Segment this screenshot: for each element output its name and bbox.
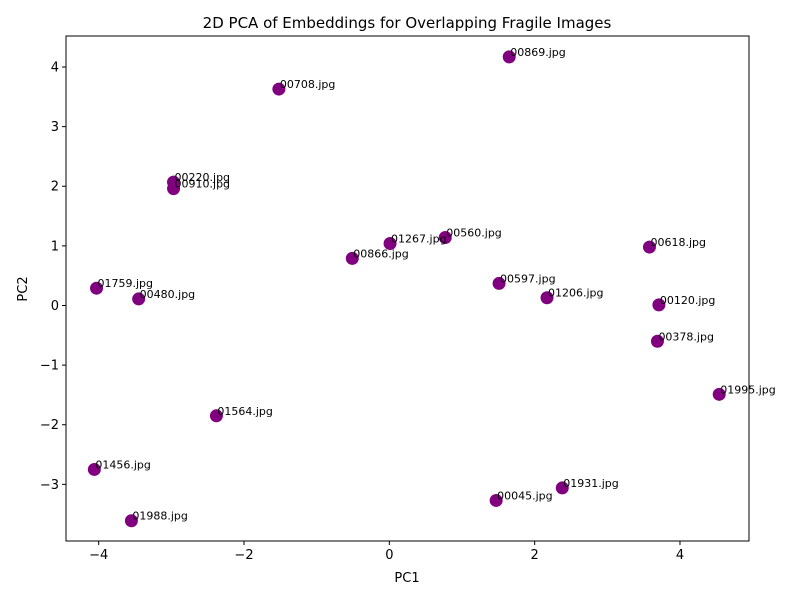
point-label: 00378.jpg: [658, 330, 714, 343]
data-point: [438, 231, 452, 245]
data-point: [652, 298, 666, 312]
data-point: [345, 251, 359, 265]
y-tick-label: 3: [51, 120, 59, 135]
point-label: 01995.jpg: [720, 383, 776, 396]
y-axis-label: PC2: [16, 276, 31, 301]
x-axis-ticks: −4 −2 0 2 4: [89, 541, 684, 563]
y-axis-ticks: −3 −2 −1 0 1 2 3 4: [40, 61, 66, 493]
data-point: [492, 276, 506, 290]
y-tick-label: −2: [40, 418, 59, 433]
chart-title: 2D PCA of Embeddings for Overlapping Fra…: [203, 14, 612, 32]
point-label: 01206.jpg: [548, 287, 604, 300]
y-tick-label: −3: [40, 478, 59, 493]
point-label: 01456.jpg: [95, 458, 151, 471]
point-label: 00597.jpg: [500, 272, 556, 285]
data-point: [124, 514, 138, 528]
point-label: 00866.jpg: [353, 247, 409, 260]
x-tick-label: 0: [385, 548, 393, 563]
point-label: 00869.jpg: [510, 46, 566, 59]
data-points: [87, 50, 726, 528]
data-point: [90, 281, 104, 295]
data-point: [650, 334, 664, 348]
point-label: 01564.jpg: [217, 405, 273, 418]
data-point: [502, 50, 516, 64]
x-tick-label: −2: [234, 548, 253, 563]
y-tick-label: 4: [51, 61, 59, 76]
data-point: [383, 236, 397, 250]
point-label: 00560.jpg: [446, 227, 502, 240]
point-label: 00910.jpg: [175, 178, 231, 191]
plot-frame: [65, 35, 750, 542]
data-point: [167, 182, 181, 196]
data-point: [132, 292, 146, 306]
point-label: 00220.jpg: [175, 171, 231, 184]
data-point: [712, 387, 726, 401]
point-label: 01267.jpg: [391, 232, 447, 245]
point-label: 00045.jpg: [497, 489, 553, 502]
data-point: [555, 481, 569, 495]
y-tick-label: −1: [40, 359, 59, 374]
data-point: [489, 493, 503, 507]
x-tick-label: 4: [676, 548, 684, 563]
x-tick-label: 2: [531, 548, 539, 563]
point-label: 01931.jpg: [563, 477, 619, 490]
y-tick-label: 1: [51, 239, 59, 254]
point-label: 00120.jpg: [660, 294, 716, 307]
point-label: 00618.jpg: [650, 236, 706, 249]
y-tick-label: 2: [51, 180, 59, 195]
y-tick-label: 0: [51, 299, 59, 314]
point-label: 00480.jpg: [140, 288, 196, 301]
point-label: 01988.jpg: [132, 510, 188, 523]
point-label: 00708.jpg: [280, 78, 336, 91]
data-point: [540, 291, 554, 305]
point-label: 01759.jpg: [98, 277, 154, 290]
data-point: [642, 240, 656, 254]
data-point: [87, 462, 101, 476]
data-point: [272, 82, 286, 96]
x-axis-label: PC1: [394, 571, 419, 586]
x-tick-label: −4: [89, 548, 108, 563]
data-point: [209, 409, 223, 423]
